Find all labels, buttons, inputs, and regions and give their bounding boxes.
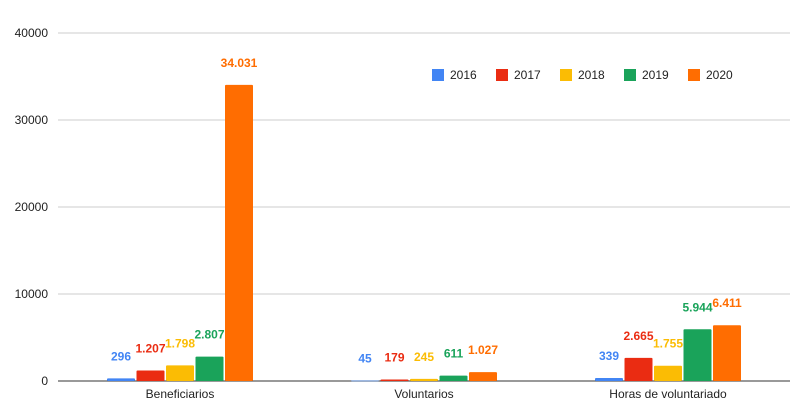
bar (107, 378, 135, 381)
bar (351, 380, 379, 382)
data-label: 1.207 (135, 341, 165, 355)
y-axis-ticks: 0 10000 20000 30000 40000 (15, 26, 49, 388)
category-label: Horas de voluntariado (609, 387, 727, 401)
gridlines (58, 32, 790, 382)
data-label: 2.807 (194, 328, 224, 342)
legend-label: 2019 (642, 68, 669, 82)
legend-label: 2020 (706, 68, 733, 82)
bar (683, 329, 712, 381)
legend-swatch (624, 69, 636, 81)
bars (107, 84, 741, 382)
category-labels: Beneficiarios Voluntarios Horas de volunta… (146, 387, 727, 401)
y-tick-label: 0 (41, 374, 48, 388)
y-tick-label: 40000 (15, 26, 49, 40)
data-label: 34.031 (221, 56, 258, 70)
y-tick-label: 30000 (15, 113, 49, 127)
bar (195, 356, 224, 381)
data-label: 1.798 (165, 336, 195, 350)
data-label: 296 (111, 349, 131, 363)
legend-label: 2017 (514, 68, 541, 82)
bar (225, 84, 253, 381)
bar (624, 357, 653, 381)
bar (136, 370, 165, 381)
bar (380, 379, 409, 381)
data-label: 179 (384, 350, 404, 364)
bar (166, 365, 194, 381)
legend-label: 2018 (578, 68, 605, 82)
bar (654, 365, 682, 381)
bar (469, 372, 497, 381)
bar (595, 378, 623, 381)
data-label: 5.944 (682, 300, 712, 314)
category-label: Voluntarios (394, 387, 453, 401)
data-label: 45 (358, 352, 372, 366)
data-label: 339 (599, 349, 619, 363)
legend-swatch (688, 69, 700, 81)
bar (439, 375, 468, 381)
data-label: 1.755 (653, 337, 683, 351)
legend-swatch (496, 69, 508, 81)
data-label: 1.027 (468, 343, 498, 357)
y-tick-label: 10000 (15, 287, 49, 301)
y-tick-label: 20000 (15, 200, 49, 214)
bar (713, 325, 741, 381)
data-label: 6.411 (712, 296, 742, 310)
legend-swatch (560, 69, 572, 81)
category-label: Beneficiarios (146, 387, 215, 401)
data-label: 611 (444, 347, 464, 361)
legend-label: 2016 (450, 68, 477, 82)
data-label: 245 (414, 350, 434, 364)
data-label: 2.665 (623, 329, 653, 343)
bar (410, 378, 438, 381)
legend: 2016 2017 2018 2019 2020 (432, 68, 733, 82)
legend-swatch (432, 69, 444, 81)
